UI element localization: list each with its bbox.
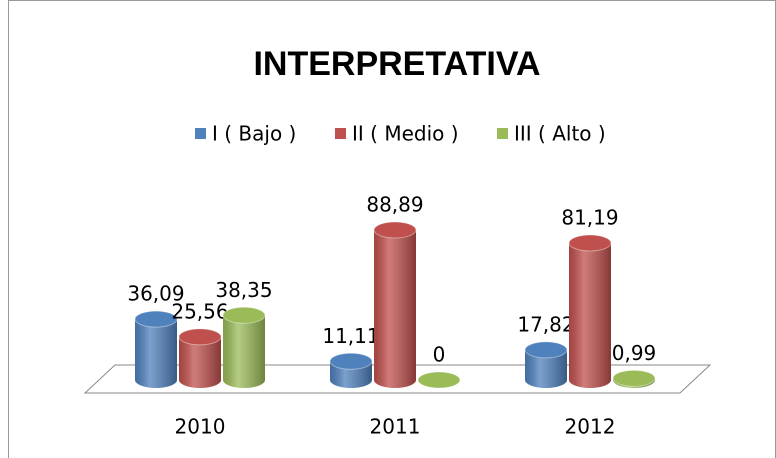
bar-shade (374, 230, 416, 388)
data-label: 36,09 (127, 282, 184, 306)
bar-shade (223, 315, 265, 388)
data-label: 88,89 (366, 193, 423, 217)
data-label: 81,19 (561, 205, 618, 229)
legend-swatch (497, 128, 508, 139)
bar-top (373, 221, 417, 239)
legend-label: III ( Alto ) (514, 122, 606, 146)
data-label: 25,56 (171, 299, 228, 323)
bar-top (329, 352, 373, 370)
bar-top (222, 306, 266, 324)
bar-top (524, 341, 568, 359)
bar-shade (135, 319, 177, 388)
legend-swatch (335, 128, 346, 139)
bar-shade (179, 336, 221, 388)
legend-label: I ( Bajo ) (212, 122, 296, 146)
bar-top (178, 328, 222, 346)
bar-top (612, 369, 656, 387)
data-label: 17,82 (517, 312, 574, 336)
data-label: 0,99 (612, 341, 657, 365)
bar-top (134, 310, 178, 328)
bar-shade (330, 361, 372, 388)
data-label: 11,11 (322, 324, 379, 348)
bar-shade (525, 349, 567, 388)
bar-top (568, 234, 612, 252)
legend-label: II ( Medio ) (352, 122, 459, 146)
chart-title: INTERPRETATIVA (253, 45, 540, 83)
bar-top (417, 371, 461, 389)
bar-shade (613, 378, 655, 388)
data-label: 38,35 (215, 278, 272, 302)
x-tick-label: 2012 (565, 415, 616, 439)
x-tick-label: 2011 (370, 415, 421, 439)
bar-shade (569, 242, 611, 388)
legend-swatch (195, 128, 206, 139)
data-label: 0 (433, 343, 446, 367)
x-tick-label: 2010 (175, 415, 226, 439)
